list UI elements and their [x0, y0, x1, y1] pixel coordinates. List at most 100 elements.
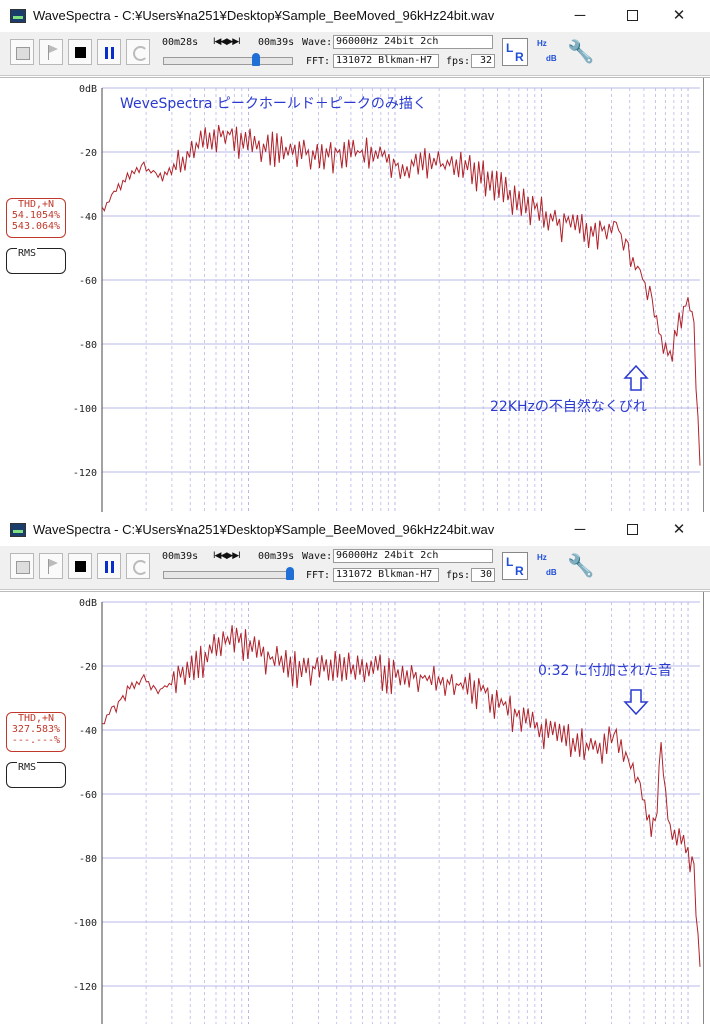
spectrum-trace [101, 124, 701, 466]
maximize-icon [626, 10, 638, 21]
marker-button[interactable] [39, 39, 63, 65]
spectrum-chart: 0dB -20 -40 -60 -80 -100 -120 WeveSpectra ピークホー… [73, 84, 701, 512]
title-bar: WaveSpectra - C:¥Users¥na251¥Desktop¥Sam… [0, 514, 710, 546]
open-file-button[interactable] [10, 39, 34, 65]
minimize-button[interactable]: ─ [574, 521, 586, 538]
hz-db-icon: Hz [537, 39, 547, 48]
grid [101, 601, 700, 1024]
spectrum-plot: 0dB -20 -40 -60 -80 -100 -120 WeveSpectra ピークホー… [0, 77, 710, 512]
current-time: 00m39s [162, 551, 199, 562]
app-icon [10, 523, 26, 537]
seek-buttons[interactable]: I◀◀▶▶I [213, 550, 241, 560]
lr-channel-icon: L [506, 555, 514, 569]
fft-label: FFT: [306, 570, 331, 581]
wrench-icon: 🔧 [567, 39, 595, 64]
lr-channel-icon: L [506, 41, 514, 55]
wave-format-field: 96000Hz 24bit 2ch [333, 35, 493, 49]
seek-buttons[interactable]: I◀◀▶▶I [213, 36, 241, 46]
thd-label: THD,+N [17, 713, 55, 724]
scale-button[interactable]: Hz dB [537, 553, 557, 577]
seek-slider[interactable] [163, 53, 293, 66]
y-tick-label: -80 [79, 854, 97, 865]
arrow-up-icon [623, 364, 649, 391]
y-tick-label: -120 [73, 982, 97, 993]
y-tick-label: -60 [79, 790, 97, 801]
thd-value: 327.583% [11, 724, 61, 735]
y-tick-label: -100 [73, 404, 97, 415]
fps-label: fps: [446, 570, 471, 581]
window-title: WaveSpectra - C:¥Users¥na251¥Desktop¥Sam… [33, 522, 495, 537]
window-title: WaveSpectra - C:¥Users¥na251¥Desktop¥Sam… [33, 8, 495, 23]
y-tick-label: -120 [73, 468, 97, 479]
fps-field: 30 [471, 568, 495, 582]
maximize-icon [626, 524, 638, 535]
annotation-title: WeveSpectra ピークホールド＋ピークのみ描く [120, 96, 427, 112]
grid [101, 87, 700, 512]
seek-slider[interactable] [163, 567, 294, 580]
y-tick-label: -80 [79, 340, 97, 351]
arrow-down-icon [623, 689, 649, 716]
app-icon [10, 9, 26, 23]
spectrum-trace [101, 625, 701, 967]
y-tick-label: -100 [73, 918, 97, 929]
thd-label: THD,+N [17, 199, 55, 210]
wavespectra-window: WaveSpectra - C:¥Users¥na251¥Desktop¥Sam… [0, 0, 710, 512]
wave-label: Wave: [302, 551, 333, 562]
pause-button[interactable] [97, 39, 121, 65]
thd-value-secondary: ---.---% [11, 735, 61, 746]
seek-slider-thumb[interactable] [286, 567, 294, 580]
y-tick-label: -40 [79, 726, 97, 737]
rms-label: RMS [17, 248, 38, 259]
fft-label: FFT: [306, 56, 331, 67]
hz-db-icon: Hz [537, 553, 547, 562]
annotation-note: 22KHzの不自然なくびれ [490, 398, 647, 415]
y-tick-label: -20 [79, 662, 97, 673]
fps-label: fps: [446, 56, 471, 67]
scale-button[interactable]: Hz dB [537, 39, 557, 63]
thd-display: THD,+N 54.1054% 543.064% [6, 198, 66, 238]
stop-button[interactable] [68, 39, 92, 65]
maximize-button[interactable] [618, 4, 646, 28]
marker-button[interactable] [39, 553, 63, 579]
wrench-icon: 🔧 [567, 553, 595, 578]
y-tick-label: -60 [79, 276, 97, 287]
rms-display: RMS [6, 762, 66, 788]
annotation-note: 0:32 に付加された音 [538, 662, 672, 679]
y-tick-label: 0dB [79, 598, 97, 609]
wave-format-field: 96000Hz 24bit 2ch [333, 549, 493, 563]
total-time: 00m39s [258, 551, 295, 562]
repeat-button[interactable] [126, 39, 150, 65]
thd-value: 54.1054% [11, 210, 61, 221]
rms-label: RMS [17, 762, 38, 773]
total-time: 00m39s [258, 37, 295, 48]
fft-setting-field[interactable]: 131072 Blkman-H7 [333, 54, 439, 68]
settings-button[interactable]: 🔧 [567, 38, 595, 66]
title-bar: WaveSpectra - C:¥Users¥na251¥Desktop¥Sam… [0, 0, 710, 32]
spectrum-chart: 0dB -20 -40 -60 -80 -100 -120 0:32 に付加された音 [73, 598, 701, 1024]
spectrum-plot: 0dB -20 -40 -60 -80 -100 -120 0:32 に付加された音 THD,… [0, 591, 710, 1024]
close-button[interactable]: ✕ [672, 521, 686, 538]
seek-slider-thumb[interactable] [251, 53, 260, 66]
y-tick-label: -20 [79, 148, 97, 159]
pause-button[interactable] [97, 553, 121, 579]
wavespectra-window: WaveSpectra - C:¥Users¥na251¥Desktop¥Sam… [0, 514, 710, 1024]
open-file-button[interactable] [10, 553, 34, 579]
close-button[interactable]: ✕ [672, 7, 686, 24]
rms-display: RMS [6, 248, 66, 274]
current-time: 00m28s [162, 37, 199, 48]
thd-display: THD,+N 327.583% ---.---% [6, 712, 66, 752]
thd-value-secondary: 543.064% [11, 221, 61, 232]
fft-setting-field[interactable]: 131072 Blkman-H7 [333, 568, 439, 582]
wave-label: Wave: [302, 37, 333, 48]
repeat-button[interactable] [126, 553, 150, 579]
minimize-button[interactable]: ─ [574, 7, 586, 24]
fps-field: 32 [471, 54, 495, 68]
stop-button[interactable] [68, 553, 92, 579]
toolbar: 00m28s I◀◀▶▶I 00m39s Wave: 96000Hz 24bit… [0, 32, 710, 76]
maximize-button[interactable] [618, 518, 646, 542]
settings-button[interactable]: 🔧 [567, 552, 595, 580]
y-tick-label: 0dB [79, 84, 97, 95]
y-tick-label: -40 [79, 212, 97, 223]
